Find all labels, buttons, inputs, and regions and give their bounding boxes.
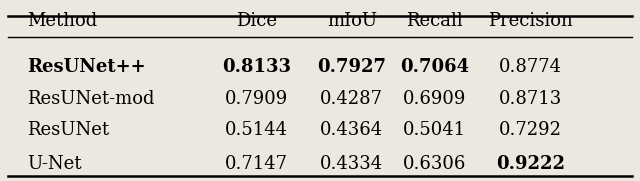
Text: 0.5144: 0.5144	[225, 121, 288, 139]
Text: 0.7147: 0.7147	[225, 155, 288, 173]
Text: ResUNet: ResUNet	[27, 121, 109, 139]
Text: ResUNet++: ResUNet++	[27, 58, 145, 76]
Text: ResUNet-mod: ResUNet-mod	[27, 90, 154, 108]
Text: 0.5041: 0.5041	[403, 121, 467, 139]
Text: Recall: Recall	[406, 12, 463, 30]
Text: U-Net: U-Net	[27, 155, 81, 173]
Text: 0.4287: 0.4287	[321, 90, 383, 108]
Text: 0.6306: 0.6306	[403, 155, 467, 173]
Text: 0.7927: 0.7927	[317, 58, 387, 76]
Text: 0.8133: 0.8133	[222, 58, 291, 76]
Text: mIoU: mIoU	[327, 12, 377, 30]
Text: 0.4334: 0.4334	[320, 155, 383, 173]
Text: 0.9222: 0.9222	[496, 155, 564, 173]
Text: 0.4364: 0.4364	[320, 121, 383, 139]
Text: Dice: Dice	[236, 12, 276, 30]
Text: 0.7064: 0.7064	[400, 58, 469, 76]
Text: 0.8774: 0.8774	[499, 58, 562, 76]
Text: Method: Method	[27, 12, 97, 30]
Text: 0.7292: 0.7292	[499, 121, 562, 139]
Text: 0.6909: 0.6909	[403, 90, 467, 108]
Text: 0.8713: 0.8713	[499, 90, 562, 108]
Text: Precision: Precision	[488, 12, 573, 30]
Text: 0.7909: 0.7909	[225, 90, 288, 108]
